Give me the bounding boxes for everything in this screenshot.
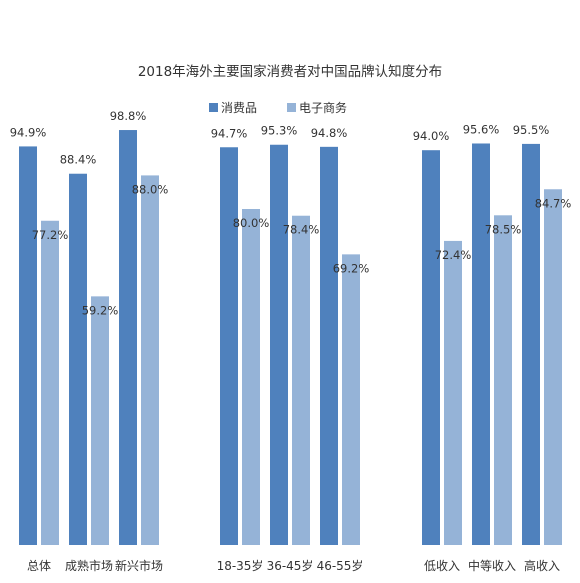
bar-group-1: 94.9% 77.2% 总体 88.4% 59.2% 成熟市场 98.8% 88.0% 新兴市场: [10, 109, 169, 573]
category-label-3-1: 低收入: [424, 559, 460, 573]
category-label-2-2: 36-45岁: [267, 558, 314, 573]
legend-label-ecommerce: 电子商务: [299, 100, 347, 115]
value-label-ecommerce-2-2: 78.4%: [283, 223, 320, 237]
chart-title: 2018年海外主要国家消费者对中国品牌认知度分布: [138, 63, 442, 80]
bar-ecommerce-3-3: [544, 189, 562, 545]
category-label-1-3: 新兴市场: [115, 558, 163, 573]
value-label-ecommerce-3-3: 84.7%: [535, 196, 572, 210]
bar-consumer-goods-2-2: [270, 144, 288, 546]
bar-consumer-goods-3-2: [472, 143, 490, 546]
bar-group-3: 94.0% 72.4% 低收入 95.6% 78.5% 中等收入 95.5% 84.7% 高收入: [413, 122, 572, 573]
value-label-consumer-goods-1-3: 98.8%: [110, 109, 147, 123]
bar-consumer-goods-3-1: [422, 150, 440, 545]
category-label-1-1: 总体: [27, 559, 51, 573]
bar-ecommerce-1-2: [91, 296, 109, 545]
legend: 消费品 电子商务: [209, 100, 347, 115]
value-label-ecommerce-2-3: 69.2%: [333, 261, 370, 275]
bar-consumer-goods-2-1: [220, 147, 238, 545]
bar-consumer-goods-1-2: [69, 173, 87, 545]
value-label-consumer-goods-2-2: 95.3%: [261, 124, 298, 138]
bar-group-2: 94.7% 80.0% 18-35岁 95.3% 78.4% 36-45岁 94.8% 69.…: [211, 124, 370, 573]
value-label-consumer-goods-3-1: 94.0%: [413, 129, 450, 143]
value-label-consumer-goods-1-2: 88.4%: [60, 153, 97, 167]
value-label-consumer-goods-3-2: 95.6%: [463, 122, 500, 136]
value-label-consumer-goods-2-1: 94.7%: [211, 126, 248, 140]
bar-consumer-goods-3-3: [522, 143, 540, 545]
value-label-consumer-goods-2-3: 94.8%: [311, 126, 348, 140]
bar-ecommerce-1-3: [141, 175, 159, 545]
legend-swatch-ecommerce: [287, 103, 296, 112]
bar-ecommerce-3-1: [444, 240, 462, 546]
bar-consumer-goods-1-3: [119, 130, 137, 546]
legend-label-consumer-goods: 消费品: [221, 101, 257, 115]
category-label-3-2: 中等收入: [468, 558, 516, 573]
bar-groups: 94.9% 77.2% 总体 88.4% 59.2% 成熟市场 98.8% 88.0% 新兴市场…: [10, 109, 572, 573]
value-label-ecommerce-3-1: 72.4%: [435, 248, 472, 262]
bar-consumer-goods-1-1: [19, 146, 37, 546]
legend-swatch-consumer-goods: [209, 103, 218, 112]
bar-ecommerce-1-1: [41, 220, 59, 545]
value-label-consumer-goods-1-1: 94.9%: [10, 125, 47, 139]
bar-ecommerce-3-2: [494, 215, 512, 546]
bar-ecommerce-2-1: [242, 209, 260, 545]
bar-consumer-goods-2-3: [320, 146, 338, 545]
value-label-consumer-goods-3-3: 95.5%: [513, 123, 550, 137]
category-label-1-2: 成熟市场: [65, 558, 113, 573]
value-label-ecommerce-2-1: 80.0%: [233, 216, 270, 230]
bar-ecommerce-2-2: [292, 215, 310, 545]
category-label-2-1: 18-35岁: [217, 558, 264, 573]
value-label-ecommerce-1-1: 77.2%: [32, 228, 69, 242]
value-label-ecommerce-3-2: 78.5%: [485, 222, 522, 236]
value-label-ecommerce-1-2: 59.2%: [82, 303, 119, 317]
value-label-ecommerce-1-3: 88.0%: [132, 182, 169, 196]
category-label-3-3: 高收入: [524, 558, 560, 573]
bar-ecommerce-2-3: [342, 254, 360, 546]
category-label-2-3: 46-55岁: [317, 558, 364, 573]
